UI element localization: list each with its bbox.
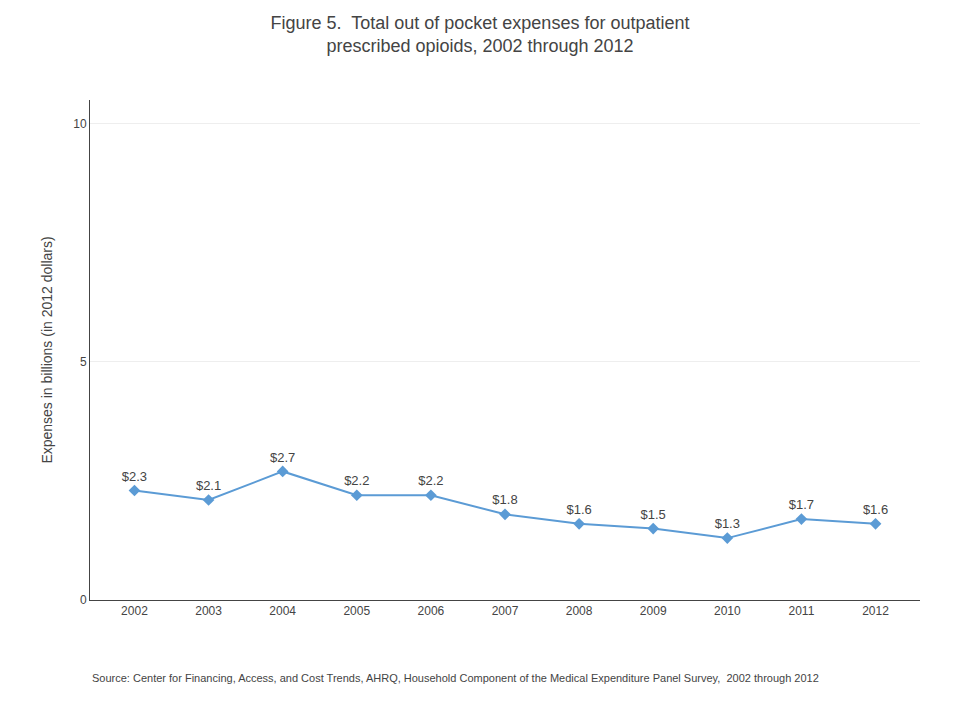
svg-text:2006: 2006 bbox=[418, 604, 445, 618]
svg-text:$2.2: $2.2 bbox=[418, 473, 443, 488]
svg-text:2004: 2004 bbox=[269, 604, 296, 618]
svg-text:$1.8: $1.8 bbox=[492, 492, 517, 507]
svg-text:2011: 2011 bbox=[789, 604, 815, 618]
svg-text:2012: 2012 bbox=[862, 604, 889, 618]
svg-text:Figure 5. Total out of pocket: Figure 5. Total out of pocket expenses f… bbox=[271, 13, 690, 56]
svg-text:2003: 2003 bbox=[195, 604, 222, 618]
svg-text:$1.6: $1.6 bbox=[863, 502, 888, 517]
svg-text:2007: 2007 bbox=[492, 604, 519, 618]
svg-text:Source: Center for Financing,: Source: Center for Financing, Access, an… bbox=[92, 672, 819, 684]
svg-text:$1.7: $1.7 bbox=[789, 497, 814, 512]
svg-text:$2.7: $2.7 bbox=[270, 450, 295, 465]
svg-text:2005: 2005 bbox=[343, 604, 370, 618]
svg-text:$1.3: $1.3 bbox=[715, 516, 740, 531]
svg-text:$2.2: $2.2 bbox=[344, 473, 369, 488]
svg-text:0: 0 bbox=[80, 593, 87, 607]
svg-text:2008: 2008 bbox=[566, 604, 593, 618]
svg-text:Expenses in billions (in 2012: Expenses in billions (in 2012 dollars) bbox=[39, 236, 55, 463]
svg-text:$2.1: $2.1 bbox=[196, 478, 221, 493]
svg-text:10: 10 bbox=[73, 117, 87, 131]
svg-text:2010: 2010 bbox=[714, 604, 741, 618]
svg-text:5: 5 bbox=[80, 355, 87, 369]
svg-text:2002: 2002 bbox=[121, 604, 148, 618]
svg-text:$1.6: $1.6 bbox=[566, 502, 591, 517]
svg-text:2009: 2009 bbox=[640, 604, 667, 618]
svg-text:$2.3: $2.3 bbox=[122, 469, 147, 484]
svg-text:$1.5: $1.5 bbox=[641, 507, 666, 522]
